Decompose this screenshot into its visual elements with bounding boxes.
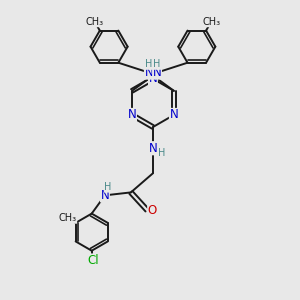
Text: CH₃: CH₃ bbox=[202, 17, 220, 27]
Text: N: N bbox=[100, 189, 109, 202]
Text: N: N bbox=[145, 66, 153, 79]
Text: CH₃: CH₃ bbox=[58, 213, 77, 223]
Text: H: H bbox=[153, 59, 161, 69]
Text: H: H bbox=[104, 182, 112, 192]
Text: N: N bbox=[148, 142, 157, 155]
Text: O: O bbox=[148, 204, 157, 217]
Text: H: H bbox=[145, 59, 152, 69]
Text: N: N bbox=[128, 109, 136, 122]
Text: N: N bbox=[148, 72, 157, 85]
Text: N: N bbox=[153, 66, 161, 79]
Text: N: N bbox=[169, 109, 178, 122]
Text: Cl: Cl bbox=[87, 254, 99, 267]
Text: CH₃: CH₃ bbox=[85, 17, 104, 27]
Text: H: H bbox=[158, 148, 165, 158]
